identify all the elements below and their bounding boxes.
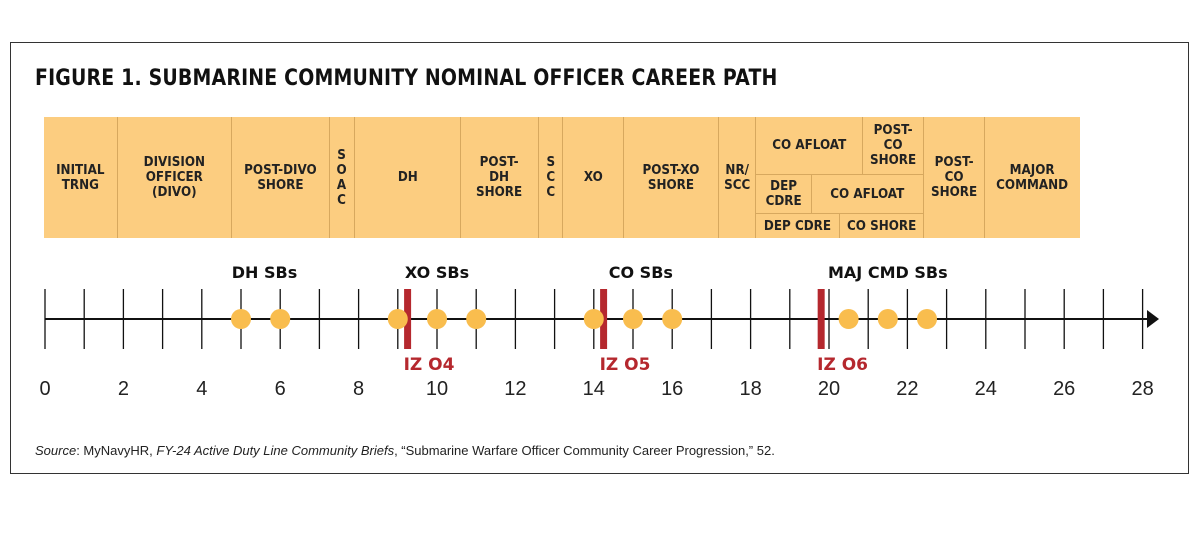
phase-nr-scc: NR/ SCC [718, 117, 755, 238]
tick-label: 16 [661, 378, 683, 400]
tick-label: 18 [739, 378, 761, 400]
selection-board-dot [583, 309, 604, 329]
tick-label: 6 [275, 378, 286, 400]
phase-co-afloat-top: CO AFLOAT [755, 117, 862, 174]
figure-frame [10, 42, 1189, 474]
source-text-2: , “Submarine Warfare Officer Community C… [394, 443, 775, 458]
phase-xo: XO [562, 117, 623, 238]
tick-label: 10 [426, 378, 448, 400]
tick-label: 2 [118, 378, 129, 400]
tick-label: 28 [1131, 378, 1153, 400]
selection-board-dot [917, 309, 937, 329]
selection-board-dot [270, 309, 291, 329]
phase-post-xo-shore: POST-XO SHORE [623, 117, 718, 238]
source-text-1: : MyNavyHR, [76, 443, 157, 458]
selection-board-dot [466, 309, 487, 329]
tick-label: 14 [583, 378, 605, 400]
phase-soac: S O A C [329, 117, 354, 238]
selection-board-label: CO SBs [609, 263, 673, 282]
tick-label: 22 [896, 378, 918, 400]
tick-label: 0 [39, 378, 50, 400]
phase-co-shore: CO SHORE [839, 213, 923, 238]
phase-co-afloat-middle: CO AFLOAT [811, 174, 923, 213]
phase-post-divo-shore: POST-DIVO SHORE [231, 117, 329, 238]
in-zone-label: IZ O5 [600, 355, 651, 375]
selection-board-label: MAJ CMD SBs [828, 263, 948, 282]
in-zone-label: IZ O6 [817, 355, 868, 375]
selection-board-label: DH SBs [232, 263, 297, 282]
phase-dh: DH [354, 117, 460, 238]
phase-division-officer: DIVISION OFFICER (DIVO) [117, 117, 231, 238]
tick-label: 12 [504, 378, 526, 400]
selection-board-dot [662, 309, 683, 329]
phase-initial-training: INITIAL TRNG [56, 162, 105, 193]
career-phase-band: INITIAL TRNG DIVISION OFFICER (DIVO) POS… [44, 117, 1080, 238]
figure-title: FIGURE 1. SUBMARINE COMMUNITY NOMINAL OF… [35, 66, 778, 91]
selection-board-dot [877, 309, 898, 329]
selection-board-dot [387, 309, 408, 329]
tick-label: 4 [196, 378, 207, 400]
tick-label: 26 [1053, 378, 1075, 400]
phase-major-command: MAJOR COMMAND [984, 117, 1080, 238]
tick-label: 8 [353, 378, 364, 400]
selection-board-dot [231, 309, 251, 329]
source-label: Source [35, 443, 77, 458]
tick-label: 20 [818, 378, 840, 400]
tick-label: 24 [975, 378, 997, 400]
selection-board-dot [427, 309, 447, 329]
in-zone-marker [817, 289, 825, 349]
selection-board-dot [838, 309, 859, 329]
phase-post-co-shore-top: POST- CO SHORE [862, 117, 923, 174]
source-note: Source: MyNavyHR, FY-24 Active Duty Line… [35, 443, 775, 458]
phase-post-co-shore: POST- CO SHORE [923, 117, 984, 238]
phase-post-dh-shore: POST- DH SHORE [460, 117, 538, 238]
phase-dep-cdre-bottom: DEP CDRE [755, 213, 839, 238]
phase-dep-cdre-middle: DEP CDRE [755, 174, 811, 213]
axis-arrow-icon [1147, 310, 1159, 328]
source-title: FY-24 Active Duty Line Community Briefs [156, 443, 395, 458]
phase-scc: S C C [538, 117, 562, 238]
selection-board-label: XO SBs [405, 263, 469, 282]
in-zone-label: IZ O4 [404, 355, 455, 375]
selection-board-dot [623, 309, 643, 329]
